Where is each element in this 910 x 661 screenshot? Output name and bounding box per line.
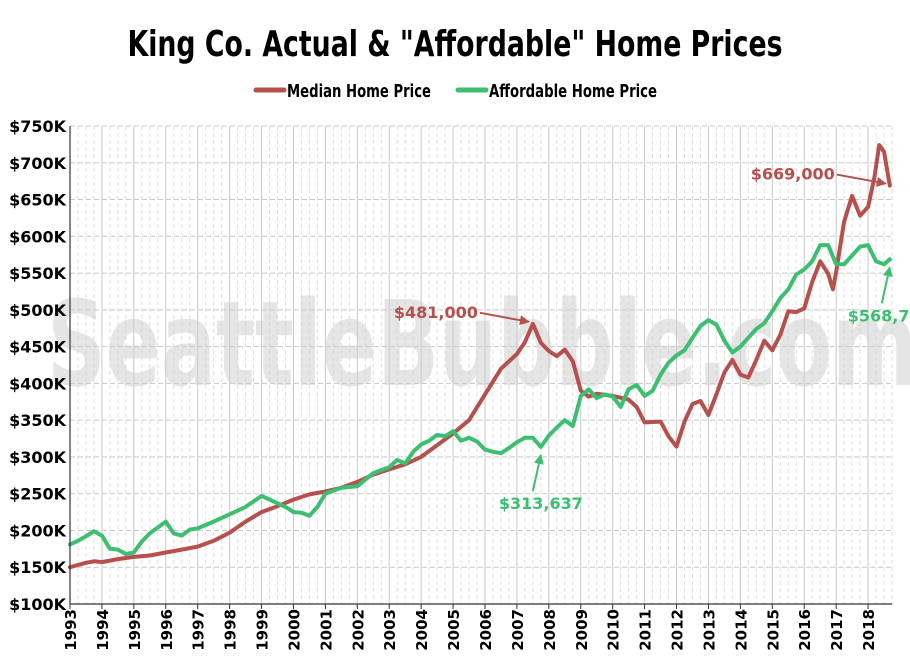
legend-label-affordable: Affordable Home Price xyxy=(489,81,657,102)
x-tick-label: 2010 xyxy=(605,609,623,651)
x-tick-label: 2005 xyxy=(445,609,463,651)
x-tick-label: 2013 xyxy=(700,609,718,651)
grid xyxy=(69,125,893,605)
x-tick-label: 2004 xyxy=(413,609,431,651)
y-tick-label: $350K xyxy=(9,411,67,430)
annotation-arrow xyxy=(880,266,893,304)
x-tick-label: 2002 xyxy=(349,609,367,651)
legend: Median Home Price Affordable Home Price xyxy=(253,81,657,102)
y-tick-label: $150K xyxy=(9,558,67,577)
tick-labels: $100K $150K $200K $250K $300K $350K $400K $450K… xyxy=(9,117,878,651)
x-tick-label: 2000 xyxy=(285,609,303,651)
series-line-affordable xyxy=(68,243,892,556)
annotation-arrow xyxy=(836,173,887,187)
axes xyxy=(69,126,892,605)
x-tick-label: 2003 xyxy=(381,609,399,651)
annotation-label: $481,000 xyxy=(394,303,478,322)
series-lines xyxy=(68,143,892,570)
y-tick-label: $100K xyxy=(9,595,67,614)
x-tick-label: 2006 xyxy=(477,609,495,651)
x-tick-label: 1998 xyxy=(222,609,240,651)
x-tick-label: 2016 xyxy=(796,609,814,651)
x-tick-label: 1993 xyxy=(62,609,80,651)
x-tick-label: 1995 xyxy=(126,609,144,651)
x-tick-label: 1999 xyxy=(254,609,272,651)
x-tick-label: 1997 xyxy=(190,609,208,651)
y-tick-label: $250K xyxy=(9,485,67,504)
x-tick-label: 2011 xyxy=(637,609,655,651)
x-tick-label: 1994 xyxy=(94,609,112,651)
y-tick-label: $450K xyxy=(9,338,67,357)
annotations: $481,000 $669,000 $313,637 $568,758 xyxy=(394,165,910,513)
y-tick-label: $750K xyxy=(9,117,67,136)
annotation-arrow xyxy=(479,311,530,326)
y-tick-label: $700K xyxy=(9,154,67,173)
y-tick-label: $650K xyxy=(9,191,67,210)
chart-title: King Co. Actual & "Affordable" Home Pric… xyxy=(128,24,783,65)
legend-label-median: Median Home Price xyxy=(287,81,431,102)
x-tick-label: 2012 xyxy=(669,609,687,651)
x-tick-label: 2009 xyxy=(573,609,591,651)
x-tick-label: 2015 xyxy=(764,609,782,651)
annotation-label: $568,758 xyxy=(848,306,910,325)
x-tick-label: 2008 xyxy=(541,609,559,651)
y-tick-label: $600K xyxy=(9,227,67,246)
series-line-median xyxy=(68,143,892,570)
x-tick-label: 2017 xyxy=(828,609,846,651)
x-tick-label: 1996 xyxy=(158,609,176,651)
y-tick-label: $300K xyxy=(9,448,67,467)
annotation-label: $313,637 xyxy=(499,494,583,513)
y-tick-label: $550K xyxy=(9,264,67,283)
annotation-label: $669,000 xyxy=(751,165,835,184)
x-tick-label: 2007 xyxy=(509,609,527,651)
y-tick-label: $200K xyxy=(9,521,67,540)
x-tick-label: 2018 xyxy=(860,609,878,651)
y-tick-label: $500K xyxy=(9,301,67,320)
y-tick-label: $400K xyxy=(9,374,67,393)
x-tick-label: 2014 xyxy=(732,609,750,651)
annotation-arrow xyxy=(531,453,544,492)
x-tick-label: 2001 xyxy=(317,609,335,651)
